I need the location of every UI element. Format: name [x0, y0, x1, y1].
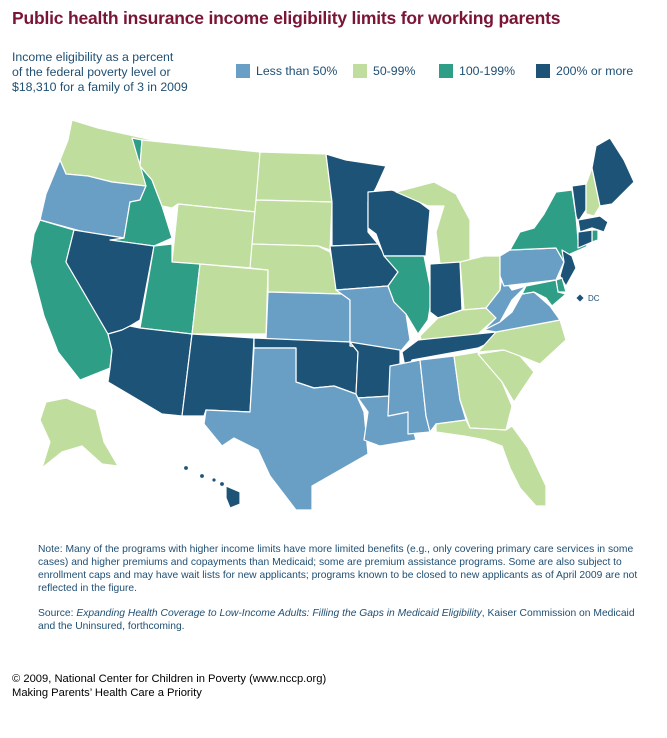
- footnote: Note: Many of the programs with higher i…: [38, 544, 638, 594]
- legend-item-50-99: 50-99%: [353, 64, 415, 78]
- legend-item-100-199: 100-199%: [439, 64, 515, 78]
- state-md: [521, 279, 567, 307]
- state-ks: [265, 291, 351, 343]
- state-il: [383, 255, 433, 335]
- state-nj: [559, 249, 577, 287]
- source-title: Expanding Health Coverage to Low-Income …: [76, 608, 482, 619]
- state-in: [429, 261, 463, 319]
- legend-item-200-plus: 200% or more: [536, 64, 633, 78]
- subtitle-line: of the federal poverty level or: [12, 65, 171, 79]
- legend-swatch: [439, 64, 453, 78]
- legend-swatch: [236, 64, 250, 78]
- dc-label: DC: [588, 294, 600, 303]
- map-subtitle: Income eligibility as a percent of the f…: [12, 50, 242, 95]
- us-map: DC: [29, 119, 635, 511]
- legend-label: 200% or more: [556, 64, 634, 78]
- state-tx: [203, 347, 369, 511]
- state-az: [107, 325, 193, 417]
- state-ct: [577, 229, 593, 249]
- state-nh: [585, 167, 601, 217]
- legend-label: 100-199%: [459, 64, 516, 78]
- state-hi: [182, 464, 241, 509]
- dc-marker: DC: [575, 293, 600, 303]
- legend-swatch: [536, 64, 550, 78]
- state-nv: [65, 229, 155, 335]
- credit-line: © 2009, National Center for Children in …: [12, 673, 327, 685]
- subtitle-line: Income eligibility as a percent: [12, 50, 174, 64]
- state-nm: [181, 333, 255, 417]
- state-vt: [571, 183, 587, 223]
- legend-label: Less than 50%: [256, 64, 338, 78]
- state-fl: [435, 419, 547, 507]
- legend-item-lt50: Less than 50%: [236, 64, 337, 78]
- state-ak: [39, 397, 119, 469]
- legend-swatch: [353, 64, 367, 78]
- source-prefix: Source:: [38, 608, 77, 619]
- source-citation: Source: Expanding Health Coverage to Low…: [38, 607, 650, 633]
- page-title: Public health insurance income eligibili…: [12, 8, 561, 28]
- state-co: [191, 263, 269, 335]
- state-sd: [251, 199, 333, 251]
- state-wy: [171, 203, 257, 269]
- state-nd: [255, 151, 333, 203]
- source-suffix: , Kaiser Commission on Medicaid and the …: [38, 608, 635, 632]
- credit-line: Making Parents’ Health Care a Priority: [12, 687, 202, 699]
- state-ri: [591, 229, 599, 243]
- legend-label: 50-99%: [373, 64, 416, 78]
- state-dc: [575, 293, 585, 303]
- subtitle-line: $18,310 for a family of 3 in 2009: [12, 80, 188, 94]
- copyright-credit: © 2009, National Center for Children in …: [12, 672, 326, 700]
- state-me: [591, 137, 635, 207]
- state-nc: [477, 319, 567, 365]
- state-wv: [483, 275, 527, 331]
